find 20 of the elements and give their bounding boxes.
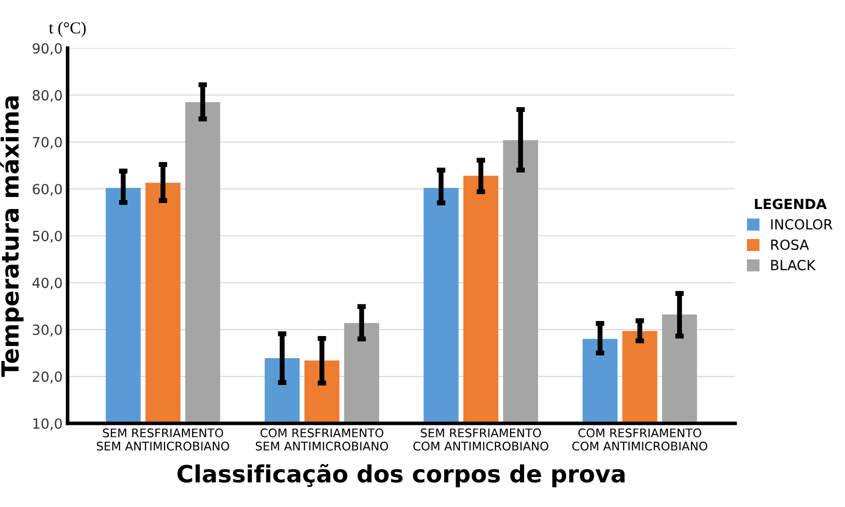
y-tick-label: 70,0 (32, 136, 62, 149)
legend-label: INCOLOR (771, 219, 832, 230)
y-tick-label: 10,0 (33, 418, 62, 430)
x-axis-title: Classificação dos corpos de prova (178, 464, 625, 488)
y-tick-label: 30,0 (32, 324, 62, 336)
x-tick-label: SEM RESFRIAMENTO COM ANTIMICROBIANO (413, 428, 548, 451)
legend-label: BLACK (771, 260, 816, 270)
text: t (°C) (48, 22, 86, 37)
x-tick-label: SEM RESFRIAMENTO SEM ANTIMICROBIANO (96, 428, 230, 451)
x-tick-label: COM RESFRIAMENTO SEM ANTIMICROBIANO (256, 428, 388, 451)
y-tick-label: 40,0 (32, 278, 62, 290)
y-tick-label: 50,0 (32, 230, 62, 243)
legend-title: LEGENDA (754, 198, 827, 210)
y-tick-label: 90,0 (32, 43, 62, 56)
y-tick-label: 60,0 (32, 184, 62, 196)
y-tick-label: 20,0 (32, 371, 62, 384)
legend-label: ROSA (771, 239, 809, 250)
x-tick-label: COM RESFRIAMENTO COM ANTIMICROBIANO (572, 428, 708, 451)
y-axis-title: Temperatura máxima (0, 96, 24, 377)
y-tick-label: 80,0 (32, 90, 62, 102)
